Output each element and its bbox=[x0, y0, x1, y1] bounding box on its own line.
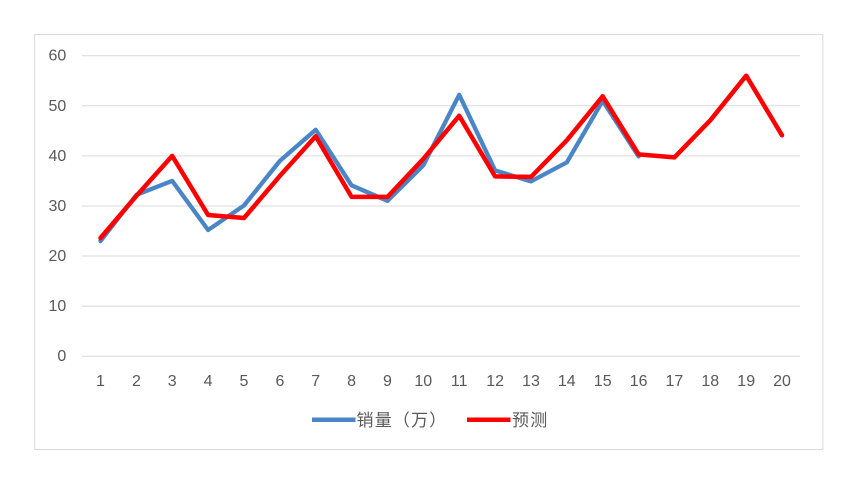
svg-text:17: 17 bbox=[666, 373, 684, 390]
svg-text:0: 0 bbox=[57, 348, 66, 365]
svg-text:14: 14 bbox=[558, 373, 576, 390]
svg-text:2: 2 bbox=[132, 373, 141, 390]
svg-text:15: 15 bbox=[594, 373, 612, 390]
svg-text:30: 30 bbox=[49, 198, 67, 215]
svg-text:4: 4 bbox=[204, 373, 213, 390]
svg-text:5: 5 bbox=[240, 373, 249, 390]
svg-text:16: 16 bbox=[630, 373, 648, 390]
svg-text:12: 12 bbox=[486, 373, 504, 390]
svg-text:6: 6 bbox=[275, 373, 284, 390]
svg-text:销量（万）: 销量（万） bbox=[357, 411, 448, 430]
svg-text:11: 11 bbox=[451, 373, 468, 390]
svg-text:10: 10 bbox=[414, 373, 432, 390]
svg-text:13: 13 bbox=[522, 373, 540, 390]
svg-text:20: 20 bbox=[49, 248, 67, 265]
svg-text:3: 3 bbox=[168, 373, 177, 390]
svg-text:预测: 预测 bbox=[512, 411, 548, 430]
svg-text:50: 50 bbox=[49, 98, 67, 115]
svg-text:40: 40 bbox=[49, 148, 67, 165]
svg-text:1: 1 bbox=[96, 373, 105, 390]
svg-text:60: 60 bbox=[49, 48, 67, 65]
svg-text:20: 20 bbox=[773, 373, 791, 390]
svg-text:19: 19 bbox=[737, 373, 755, 390]
svg-text:8: 8 bbox=[347, 373, 356, 390]
svg-text:7: 7 bbox=[311, 373, 320, 390]
svg-text:9: 9 bbox=[383, 373, 392, 390]
svg-text:18: 18 bbox=[701, 373, 719, 390]
svg-text:10: 10 bbox=[49, 298, 67, 315]
